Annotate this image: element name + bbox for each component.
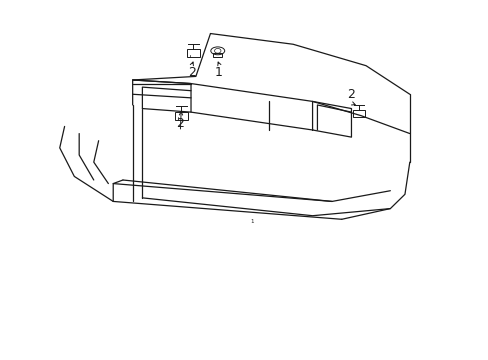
Text: 2: 2 <box>347 89 355 102</box>
Text: 1: 1 <box>249 219 253 224</box>
Text: 1: 1 <box>214 66 222 79</box>
Bar <box>352 111 364 117</box>
Text: 2: 2 <box>188 66 196 79</box>
Bar <box>213 53 222 57</box>
Bar <box>175 112 187 120</box>
Text: 2: 2 <box>176 117 184 130</box>
Bar <box>186 49 200 57</box>
